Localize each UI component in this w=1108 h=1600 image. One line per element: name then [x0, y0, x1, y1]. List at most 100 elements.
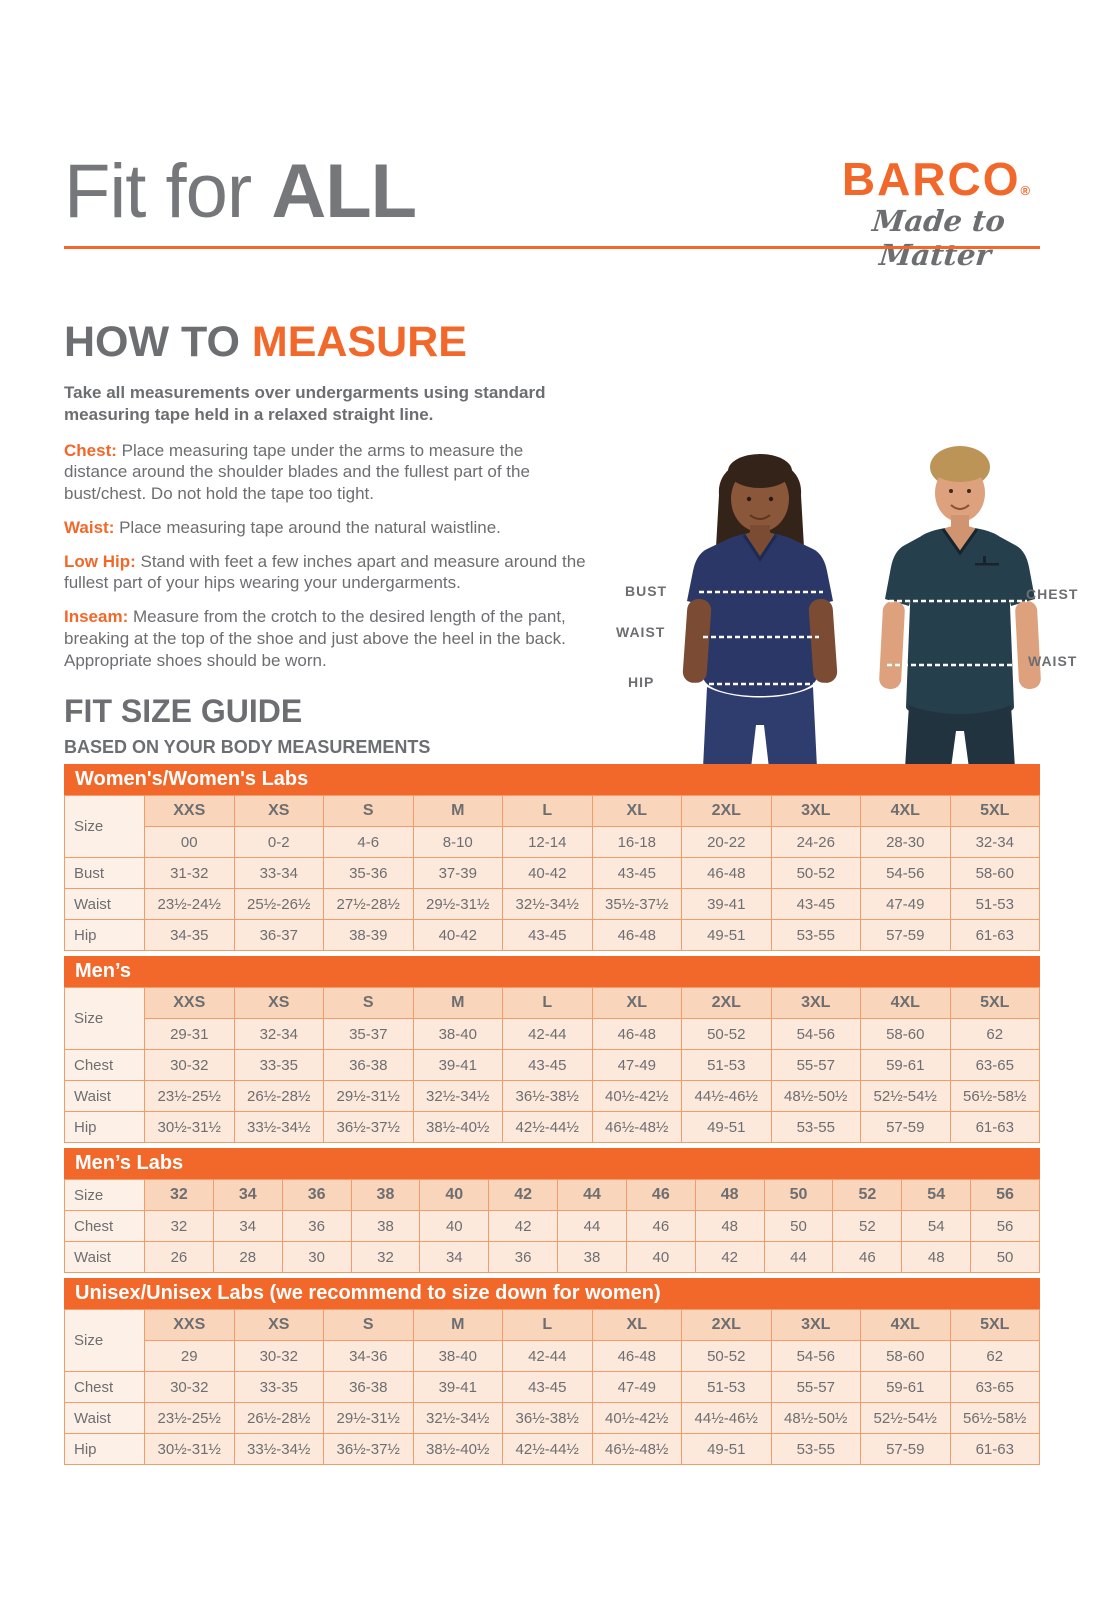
size-value-cell: 51-53: [949, 888, 1040, 920]
table-row: Chest 30-32 33-35 36-38 39-41 43-45 47-49 51-53…: [64, 1049, 1040, 1081]
size-value-cell: 23½-25½: [144, 1080, 235, 1112]
table-row: Hip 30½-31½ 33½-34½ 36½-37½ 38½-40½ 42½-44½ 46…: [64, 1433, 1040, 1465]
size-value-cell: 53-55: [770, 919, 861, 951]
size-header-cell: 34: [212, 1179, 283, 1211]
size-value-cell: 30-32: [233, 1340, 324, 1372]
size-value-cell: 33½-34½: [233, 1433, 324, 1465]
size-value-cell: 20-22: [681, 826, 772, 858]
size-value-cell: 39-41: [412, 1049, 503, 1081]
size-value-cell: 32½-34½: [412, 1402, 503, 1434]
size-value-cell: 30½-31½: [144, 1433, 235, 1465]
male-model-silhouette: [879, 446, 1041, 768]
size-value-cell: 38-39: [323, 919, 414, 951]
size-value-cell: 40-42: [412, 919, 503, 951]
size-value-cell: 33½-34½: [233, 1111, 324, 1143]
size-value-cell: 40: [419, 1210, 490, 1242]
table-row: Waist 23½-24½ 25½-26½ 27½-28½ 29½-31½ 32½-34½…: [64, 888, 1040, 920]
measure-item-label: Chest:: [64, 440, 117, 460]
size-header-cell: 4XL: [860, 1309, 951, 1341]
size-value-cell: 40-42: [502, 857, 593, 889]
size-value-cell: 48: [901, 1241, 972, 1273]
table-banner: Women's/Women's Labs: [64, 764, 1040, 795]
measure-item-waist: Waist: Place measuring tape around the n…: [64, 517, 588, 539]
size-header-cell: 48: [694, 1179, 765, 1211]
size-value-cell: 31-32: [144, 857, 235, 889]
size-value-cell: 33-35: [233, 1049, 324, 1081]
size-value-cell: 49-51: [681, 919, 772, 951]
hip-label: HIP: [628, 674, 655, 690]
measurement-models-figure: BUST WAIST HIP CHEST WAIST: [615, 425, 1108, 768]
size-value-cell: 39-41: [681, 888, 772, 920]
size-value-cell: 42: [694, 1241, 765, 1273]
female-waist-label: WAIST: [616, 624, 666, 640]
size-header-cell: XS: [233, 1309, 324, 1341]
size-header-cell: 32: [144, 1179, 214, 1211]
size-value-cell: 28: [212, 1241, 283, 1273]
size-header-cell: 36: [281, 1179, 352, 1211]
size-value-cell: 63-65: [949, 1371, 1040, 1403]
size-label-cell: Size: [64, 1179, 145, 1211]
size-value-cell: 46-48: [681, 857, 772, 889]
size-header-cell: 5XL: [949, 1309, 1040, 1341]
size-value-cell: 57-59: [860, 1433, 951, 1465]
size-value-cell: 56½-58½: [949, 1080, 1040, 1112]
size-value-cell: 26½-28½: [233, 1080, 324, 1112]
size-header-cell: XXS: [144, 1309, 235, 1341]
size-value-cell: 46-48: [591, 1018, 682, 1050]
table-row: Waist 26 28 30 32 34 36 38 40 42 44 46 48 50: [64, 1241, 1040, 1273]
size-value-cell: 36-38: [323, 1049, 414, 1081]
size-table: Size 32 34 36 38 40 42 44 46 48 50 52 54 56 Chest 32 34 3…: [64, 1179, 1040, 1273]
heading-gray-part: HOW TO: [64, 318, 252, 366]
size-value-cell: 28-30: [860, 826, 951, 858]
size-value-cell: 12-14: [502, 826, 593, 858]
row-label-cell: Bust: [64, 857, 145, 889]
size-value-cell: 46-48: [591, 1340, 682, 1372]
size-value-cell: 34-35: [144, 919, 235, 951]
measure-item-text: Measure from the crotch to the desired l…: [64, 607, 566, 670]
size-value-cell: 50-52: [681, 1340, 772, 1372]
size-label-cell: Size: [64, 987, 145, 1050]
size-value-cell: 43-45: [770, 888, 861, 920]
size-value-cell: 53-55: [770, 1111, 861, 1143]
size-header-cell: S: [323, 795, 414, 827]
measure-item-text: Place measuring tape around the natural …: [114, 517, 501, 537]
fit-size-guide-heading: FIT SIZE GUIDE: [64, 693, 303, 729]
size-value-cell: 50-52: [770, 857, 861, 889]
measure-item-text: Place measuring tape under the arms to m…: [64, 440, 530, 504]
size-value-cell: 36-38: [323, 1371, 414, 1403]
size-header-cell: 46: [625, 1179, 696, 1211]
size-header-cell: XL: [591, 1309, 682, 1341]
size-header-cell: XXS: [144, 987, 235, 1019]
size-value-cell: 42-44: [502, 1018, 593, 1050]
size-value-cell: 36: [488, 1241, 559, 1273]
size-value-cell: 32½-34½: [412, 1080, 503, 1112]
size-value-cell: 46-48: [591, 919, 682, 951]
size-table: Size XXS XS S M L XL 2XL 3XL 4XL 5XL 00 0-2 4-6 8-10 12…: [64, 795, 1040, 951]
size-value-cell: 50: [970, 1241, 1040, 1273]
size-value-cell: 26½-28½: [233, 1402, 324, 1434]
fit-size-guide-subheading: BASED ON YOUR BODY MEASUREMENTS: [64, 737, 431, 757]
size-value-cell: 46½-48½: [591, 1111, 682, 1143]
size-value-cell: 38-40: [412, 1018, 503, 1050]
barco-logo: BARCO® Made to Matter: [832, 156, 1042, 272]
size-value-cell: 30½-31½: [144, 1111, 235, 1143]
size-value-cell: 16-18: [591, 826, 682, 858]
size-value-cell: 33-35: [233, 1371, 324, 1403]
size-value-cell: 40½-42½: [591, 1080, 682, 1112]
row-label-cell: Waist: [64, 888, 145, 920]
row-label-cell: Waist: [64, 1241, 145, 1273]
size-value-cell: 37-39: [412, 857, 503, 889]
size-value-cell: 36-37: [233, 919, 324, 951]
size-value-cell: 52: [832, 1210, 903, 1242]
size-header-cell: 38: [350, 1179, 421, 1211]
size-header-cell: M: [412, 1309, 503, 1341]
size-header-cell: 5XL: [949, 987, 1040, 1019]
measure-item-inseam: Inseam: Measure from the crotch to the d…: [64, 606, 588, 671]
row-label-cell: Waist: [64, 1080, 145, 1112]
size-value-cell: 42½-44½: [502, 1433, 593, 1465]
size-value-cell: 62: [949, 1340, 1040, 1372]
size-value-cell: 44: [763, 1241, 834, 1273]
size-header-cell: 50: [763, 1179, 834, 1211]
how-to-measure-section: HOW TO MEASURE Take all measurements ove…: [64, 318, 588, 683]
